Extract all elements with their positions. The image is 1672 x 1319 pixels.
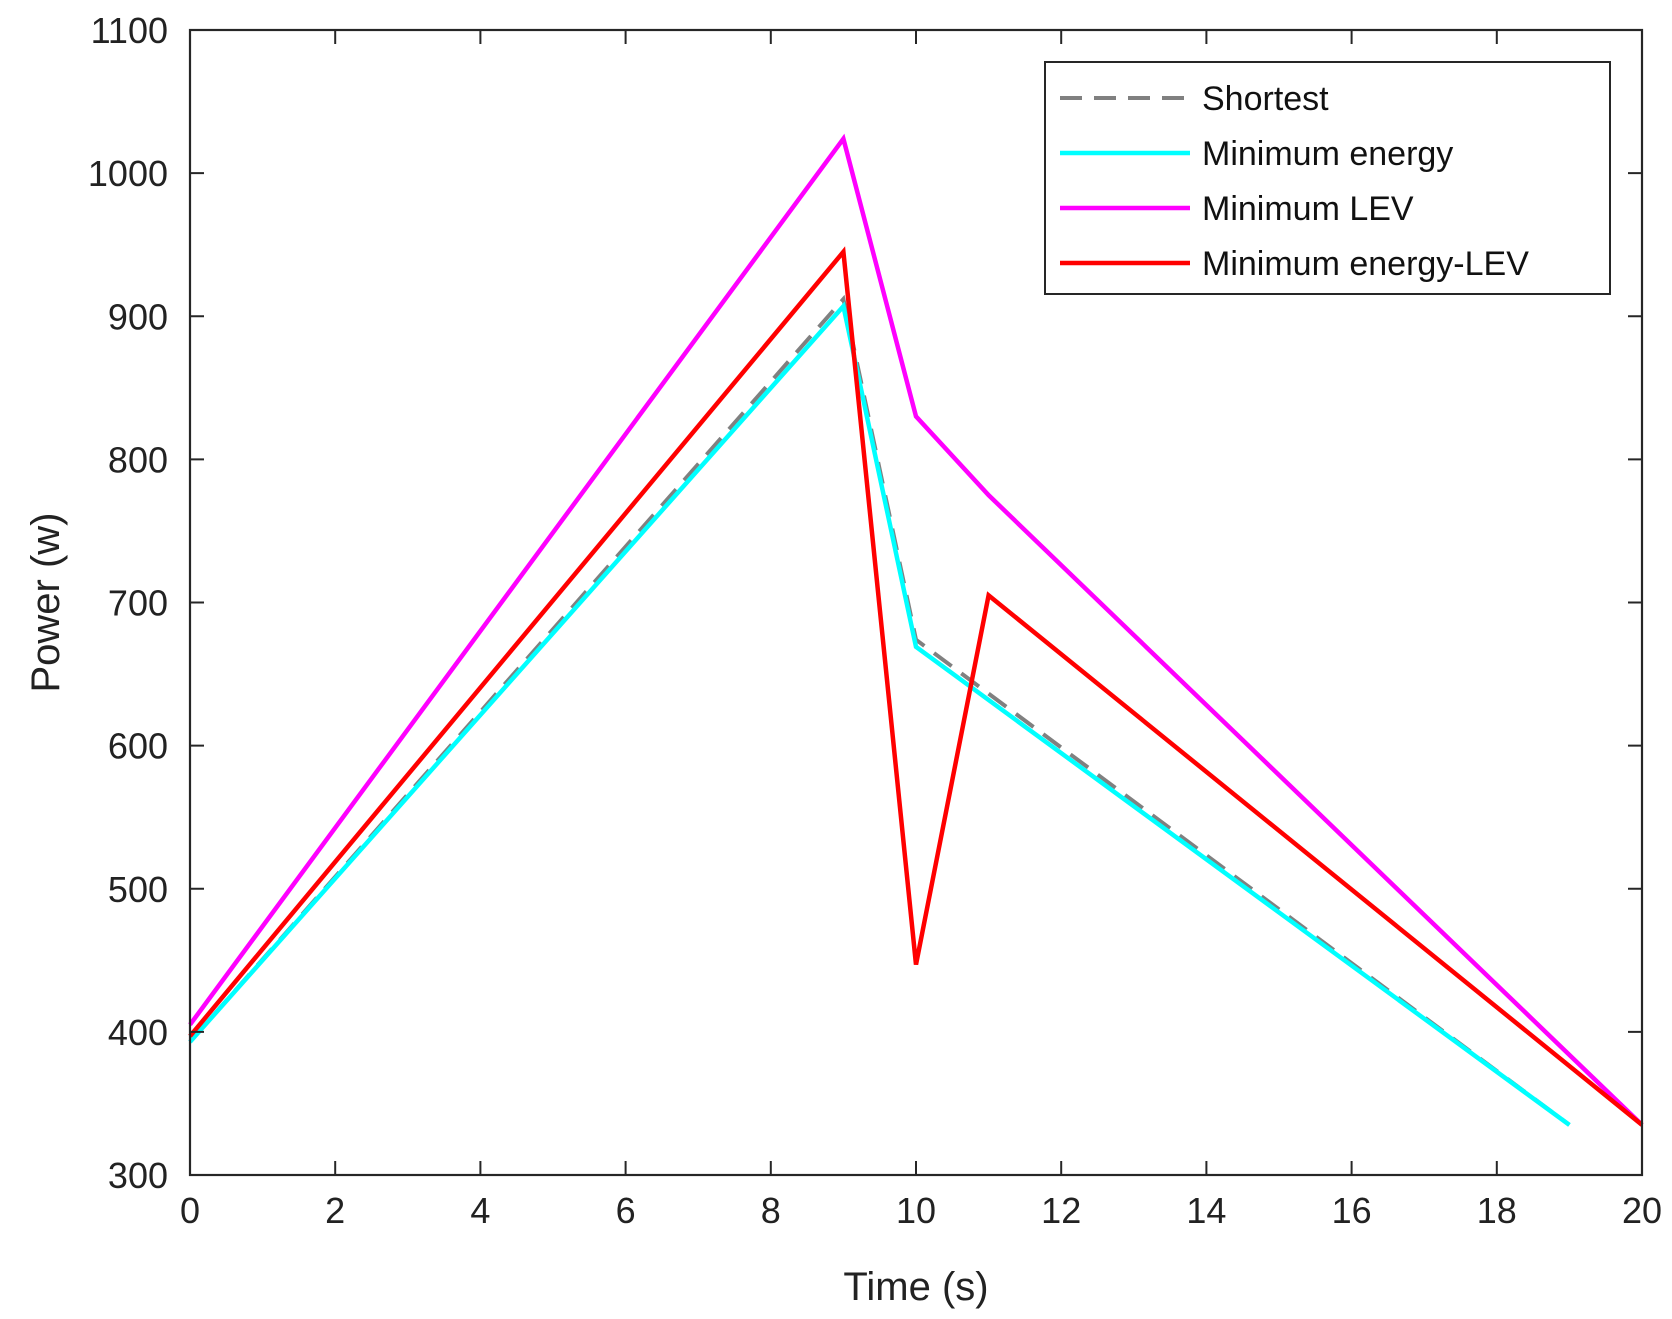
x-tick-label: 4 xyxy=(470,1190,490,1231)
y-tick-label: 800 xyxy=(108,439,168,480)
x-tick-label: 8 xyxy=(761,1190,781,1231)
legend-label: Minimum energy xyxy=(1202,135,1453,173)
x-tick-label: 6 xyxy=(616,1190,636,1231)
x-tick-label: 20 xyxy=(1622,1190,1662,1231)
y-tick-label: 1000 xyxy=(88,153,168,194)
legend-label: Minimum energy-LEV xyxy=(1202,245,1529,283)
x-tick-label: 16 xyxy=(1332,1190,1372,1231)
legend-box xyxy=(1044,61,1611,295)
x-tick-label: 2 xyxy=(325,1190,345,1231)
legend-label: Shortest xyxy=(1202,80,1329,118)
y-tick-label: 400 xyxy=(108,1012,168,1053)
plot-frame xyxy=(188,28,1644,1177)
x-tick-label: 10 xyxy=(896,1190,936,1231)
y-tick-label: 1100 xyxy=(91,10,168,51)
series-layer xyxy=(188,133,1644,1127)
x-tick-label: 0 xyxy=(180,1190,200,1231)
x-tick-label: 18 xyxy=(1477,1190,1517,1231)
y-axis-label: Power (w) xyxy=(24,512,68,692)
x-tick-label: 14 xyxy=(1186,1190,1226,1231)
y-tick-label: 500 xyxy=(108,869,168,910)
legend: Shortest Minimum energy Minimum LEV Minimum… xyxy=(1044,61,1611,295)
series-line-minimum-energy xyxy=(188,301,1571,1127)
x-tick-label: 12 xyxy=(1041,1190,1081,1231)
y-tick-label: 700 xyxy=(108,583,168,624)
x-axis-label: Time (s) xyxy=(843,1265,988,1309)
tick-layer: 0 2 4 6 8 10 12 14 16 18 20 300 400 500 600 700 800 900 10… xyxy=(88,10,1662,1231)
y-tick-label: 600 xyxy=(108,726,168,767)
y-tick-label: 900 xyxy=(108,296,168,337)
y-tick-label: 300 xyxy=(108,1155,168,1196)
legend-label: Minimum LEV xyxy=(1202,190,1414,228)
